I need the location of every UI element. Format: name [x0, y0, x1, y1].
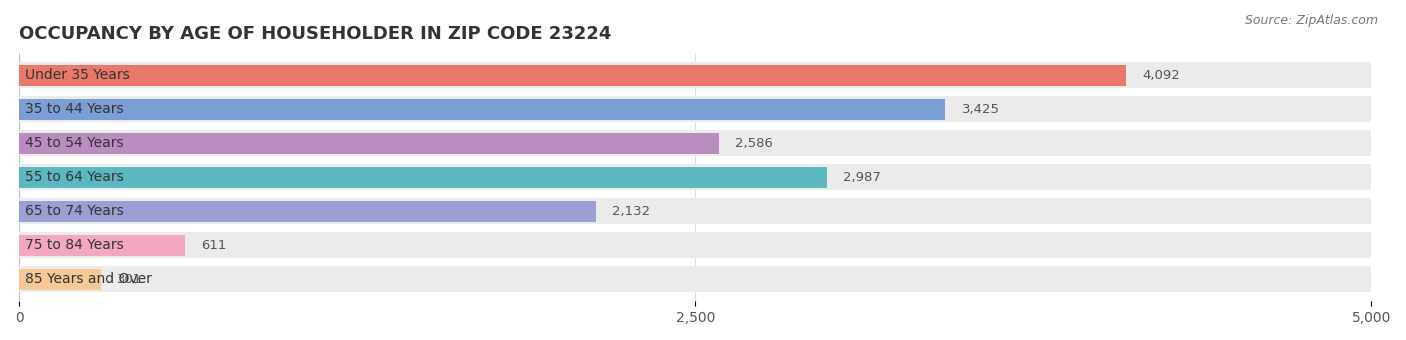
Bar	[20, 96, 1371, 122]
Bar	[20, 99, 945, 120]
Text: 3,425: 3,425	[962, 103, 1000, 116]
Bar	[20, 62, 1371, 88]
Text: 65 to 74 Years: 65 to 74 Years	[25, 204, 124, 218]
Text: 2,987: 2,987	[844, 171, 882, 184]
Text: 45 to 54 Years: 45 to 54 Years	[25, 136, 124, 150]
Text: 2,586: 2,586	[735, 137, 773, 150]
Text: 611: 611	[201, 239, 226, 252]
Bar	[20, 235, 184, 256]
Bar	[20, 266, 1371, 292]
Text: 4,092: 4,092	[1142, 69, 1180, 82]
Text: 35 to 44 Years: 35 to 44 Years	[25, 102, 124, 116]
Bar	[20, 269, 101, 290]
Text: OCCUPANCY BY AGE OF HOUSEHOLDER IN ZIP CODE 23224: OCCUPANCY BY AGE OF HOUSEHOLDER IN ZIP C…	[20, 25, 612, 43]
Bar	[20, 130, 1371, 156]
Bar	[20, 65, 1126, 86]
Text: Under 35 Years: Under 35 Years	[25, 68, 129, 82]
Bar	[20, 167, 827, 188]
Text: 85 Years and Over: 85 Years and Over	[25, 272, 152, 286]
Bar	[20, 164, 1371, 190]
Bar	[20, 133, 718, 154]
Text: 2,132: 2,132	[612, 205, 650, 218]
Text: 55 to 64 Years: 55 to 64 Years	[25, 170, 124, 184]
Bar	[20, 201, 596, 222]
Bar	[20, 198, 1371, 224]
Text: 75 to 84 Years: 75 to 84 Years	[25, 238, 124, 252]
Text: 301: 301	[117, 273, 142, 286]
Bar	[20, 232, 1371, 258]
Text: Source: ZipAtlas.com: Source: ZipAtlas.com	[1244, 14, 1378, 27]
